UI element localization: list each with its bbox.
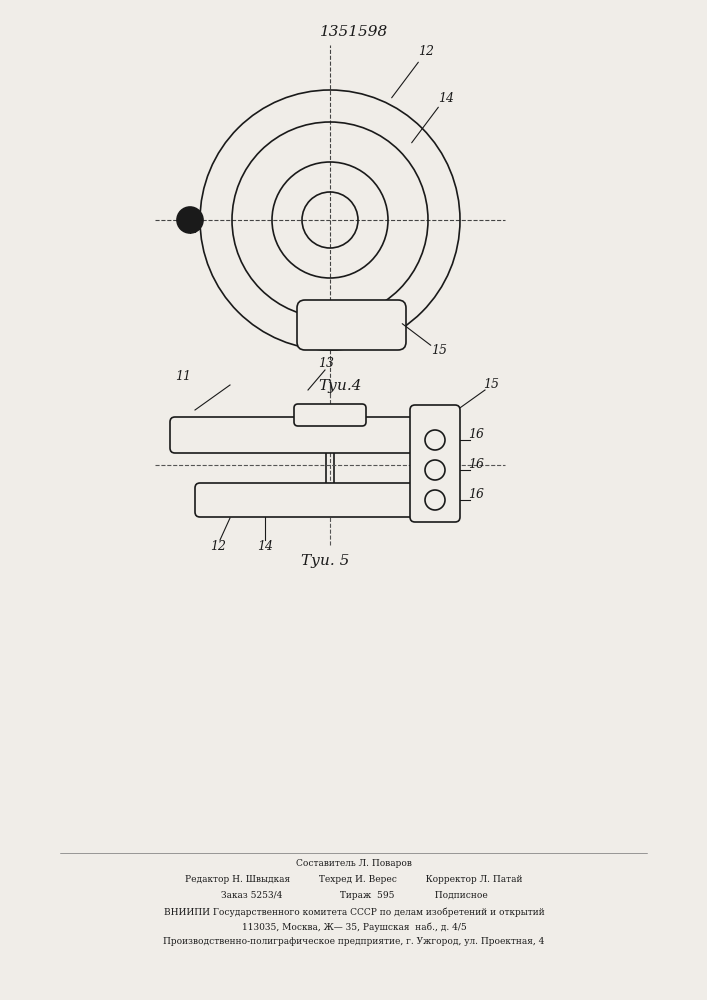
Text: 13: 13 xyxy=(318,357,334,370)
FancyBboxPatch shape xyxy=(294,404,366,426)
Text: Заказ 5253/4                    Тираж  595              Подписное: Заказ 5253/4 Тираж 595 Подписное xyxy=(221,890,487,900)
Text: 14: 14 xyxy=(438,92,454,105)
Text: 15: 15 xyxy=(431,344,447,357)
FancyBboxPatch shape xyxy=(297,300,406,350)
Text: 11: 11 xyxy=(175,370,191,383)
FancyBboxPatch shape xyxy=(170,417,420,453)
FancyBboxPatch shape xyxy=(195,483,420,517)
Text: 1351598: 1351598 xyxy=(320,25,388,39)
Text: Составитель Л. Поваров: Составитель Л. Поваров xyxy=(296,858,412,867)
Polygon shape xyxy=(415,410,455,517)
Circle shape xyxy=(177,207,203,233)
Text: Производственно-полиграфическое предприятие, г. Ужгород, ул. Проектная, 4: Производственно-полиграфическое предприя… xyxy=(163,938,544,946)
Text: 12: 12 xyxy=(418,45,434,58)
Text: 16: 16 xyxy=(468,488,484,501)
Text: Τуи. 5: Τуи. 5 xyxy=(300,554,349,568)
Text: 12: 12 xyxy=(210,540,226,553)
Text: 15: 15 xyxy=(483,378,499,391)
Text: Редактор Н. Швыдкая          Техред И. Верес          Корректор Л. Патай: Редактор Н. Швыдкая Техред И. Верес Корр… xyxy=(185,876,522,884)
Text: 14: 14 xyxy=(257,540,273,553)
Text: 113035, Москва, Ж— 35, Раушская  наб., д. 4/5: 113035, Москва, Ж— 35, Раушская наб., д.… xyxy=(242,922,467,932)
FancyBboxPatch shape xyxy=(410,405,460,522)
Text: ВНИИПИ Государственного комитета СССР по делам изобретений и открытий: ВНИИПИ Государственного комитета СССР по… xyxy=(163,907,544,917)
Text: Τуи.4: Τуи.4 xyxy=(318,379,362,393)
Text: 16: 16 xyxy=(468,428,484,441)
Text: 16: 16 xyxy=(468,458,484,471)
